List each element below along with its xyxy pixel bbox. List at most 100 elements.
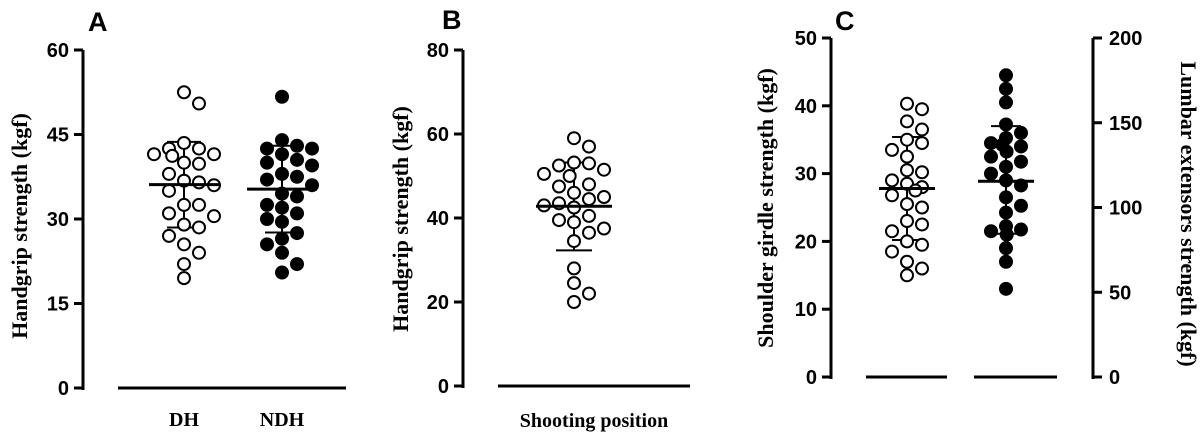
panel-c-y-tick-label-50: 50 bbox=[795, 28, 817, 50]
panel-c-shoulder-point bbox=[901, 98, 913, 110]
panel-c-shoulder-point bbox=[886, 174, 898, 186]
panel-a-dh-point bbox=[166, 150, 178, 162]
panel-c-shoulder-point bbox=[886, 225, 898, 237]
panel-b-shooting-point bbox=[583, 227, 595, 239]
panel-a-dh-point bbox=[163, 185, 175, 197]
panel-c-lumbar-point bbox=[1000, 83, 1012, 95]
panel-a-ndh-point bbox=[276, 91, 288, 103]
panel-a-dh-point bbox=[178, 272, 190, 284]
panel-b-shooting-point bbox=[568, 296, 580, 308]
panel-a-ndh-point bbox=[261, 174, 273, 186]
panel-a-ndh-point bbox=[261, 238, 273, 250]
panel-c-lumbar-point bbox=[1000, 242, 1012, 254]
panel-c-lumbar-point bbox=[1000, 96, 1012, 108]
panel-c-lumbar-point bbox=[1000, 191, 1012, 203]
panel-c-lumbar-point bbox=[1015, 156, 1027, 168]
panel-b-shooting-point bbox=[583, 178, 595, 190]
panel-c-lumbar-point bbox=[1015, 127, 1027, 139]
panel-c-shoulder-point bbox=[901, 164, 913, 176]
panel-c-lumbar-point bbox=[985, 151, 997, 163]
panel-a-dh-point bbox=[148, 148, 160, 160]
panel-c-shoulder-point bbox=[901, 134, 913, 146]
panel-b-category-shooting-position: Shooting position bbox=[520, 410, 668, 432]
panel-a-dh-point bbox=[178, 219, 190, 231]
panel-c-lumbar-point bbox=[1000, 256, 1012, 268]
panel-a-dh-point bbox=[163, 230, 175, 242]
panel-b-shooting-point bbox=[598, 191, 610, 203]
panel-c-shoulder-point bbox=[886, 144, 898, 156]
panel-c-shoulder-point bbox=[901, 151, 913, 163]
panel-c-shoulder-point bbox=[886, 246, 898, 258]
panel-a-letter: A bbox=[88, 7, 108, 37]
panel-a-dh-point bbox=[193, 221, 205, 233]
panel-a-ndh-point bbox=[291, 154, 303, 166]
panel-c-shoulder-point bbox=[916, 263, 928, 275]
panel-c-shoulder-point bbox=[901, 269, 913, 281]
panel-a-ndh-point bbox=[291, 227, 303, 239]
panel-a-dh-point bbox=[193, 158, 205, 170]
panel-c-shoulder-point bbox=[916, 103, 928, 115]
panel-c-marks: 01020304050050100150200 bbox=[795, 28, 1143, 389]
panel-a-ndh-point bbox=[276, 148, 288, 160]
panel-c-lumbar-point bbox=[1000, 207, 1012, 219]
panel-c-lumbar-point bbox=[1001, 146, 1013, 158]
panel-a-ndh-point bbox=[291, 258, 303, 270]
panel-c-y-tick-label-20: 20 bbox=[795, 231, 817, 253]
panel-b-y-tick-label-80: 80 bbox=[427, 40, 449, 62]
panel-b-shooting-point bbox=[568, 235, 580, 247]
panel-c-shoulder-point bbox=[916, 137, 928, 149]
panel-c-shoulder-point bbox=[909, 185, 921, 197]
panel-a-ndh-point bbox=[276, 233, 288, 245]
panel-a-y-tick-label-30: 30 bbox=[47, 209, 69, 231]
panel-a-ndh-point bbox=[276, 134, 288, 146]
panel-a-dh-point bbox=[193, 176, 205, 188]
panel-a-ndh-point bbox=[276, 202, 288, 214]
panel-c-lumbar-point bbox=[1000, 69, 1012, 81]
panel-b-shooting-point bbox=[553, 181, 565, 193]
panel-c-shoulder-point bbox=[901, 198, 913, 210]
panel-a-dh-point bbox=[208, 148, 220, 160]
panel-b-shooting-point bbox=[598, 164, 610, 176]
panel-c-letter: C bbox=[835, 6, 855, 36]
panel-a-dh-point bbox=[193, 199, 205, 211]
panel-b-shooting-point bbox=[568, 132, 580, 144]
panel-c-shoulder-point bbox=[901, 115, 913, 127]
panel-a-ndh-point bbox=[306, 159, 318, 171]
panel-a-marks: 0 15 30 45 60 bbox=[47, 40, 318, 400]
panel-c-lumbar-point bbox=[985, 225, 997, 237]
panel-b-y-tick-label-60: 60 bbox=[427, 124, 449, 146]
panel-c-shoulder-point bbox=[916, 218, 928, 230]
panel-b-shooting-point bbox=[568, 262, 580, 274]
panel-c-shoulder-point bbox=[916, 124, 928, 136]
panel-a-ndh-point bbox=[291, 190, 303, 202]
panel-a-dh-point bbox=[193, 247, 205, 259]
panel-c-shoulder-point bbox=[901, 215, 913, 227]
panel-a-y-tick-label-60: 60 bbox=[47, 40, 69, 62]
panel-b-shooting-point bbox=[568, 216, 580, 228]
panel-b-y-axis-title: Handgrip strength (kgf) bbox=[388, 106, 413, 332]
panel-a-y-tick-label-0: 0 bbox=[58, 378, 69, 400]
panel-a-dh-point bbox=[178, 157, 190, 169]
panel-c-lumbar-point bbox=[1015, 140, 1027, 152]
panel-b-y-tick-label-20: 20 bbox=[427, 292, 449, 314]
panel-a-ndh-point bbox=[276, 168, 288, 180]
panel-b-shooting-point bbox=[598, 223, 610, 235]
panel-a-ndh-point bbox=[276, 247, 288, 259]
panel-b-shooting-point bbox=[553, 214, 565, 226]
panel-c-y-tick-label-0: 0 bbox=[806, 367, 817, 389]
panel-a-ndh-point bbox=[261, 157, 273, 169]
panel-b-shooting-point bbox=[583, 157, 595, 169]
panel-a-ndh-point bbox=[276, 267, 288, 279]
panel-a-ndh-point bbox=[291, 171, 303, 183]
panel-a-ndh-point bbox=[291, 140, 303, 152]
panel-c-lumbar-point bbox=[1000, 118, 1012, 130]
panel-a-dh-point bbox=[178, 86, 190, 98]
panel-c: C Shoulder girdle strength (kgf) Lumbar … bbox=[753, 6, 1200, 389]
panel-a-dh-point bbox=[178, 199, 190, 211]
panel-b: B Handgrip strength (kgf) 020406080 Shoo… bbox=[388, 5, 690, 432]
panel-c-lumbar-point bbox=[1000, 161, 1012, 173]
panel-b-shooting-point bbox=[568, 157, 580, 169]
panel-a-ndh-point bbox=[306, 143, 318, 155]
panel-c-y-tick-label-30: 30 bbox=[795, 164, 817, 186]
panel-b-shooting-point bbox=[583, 210, 595, 222]
